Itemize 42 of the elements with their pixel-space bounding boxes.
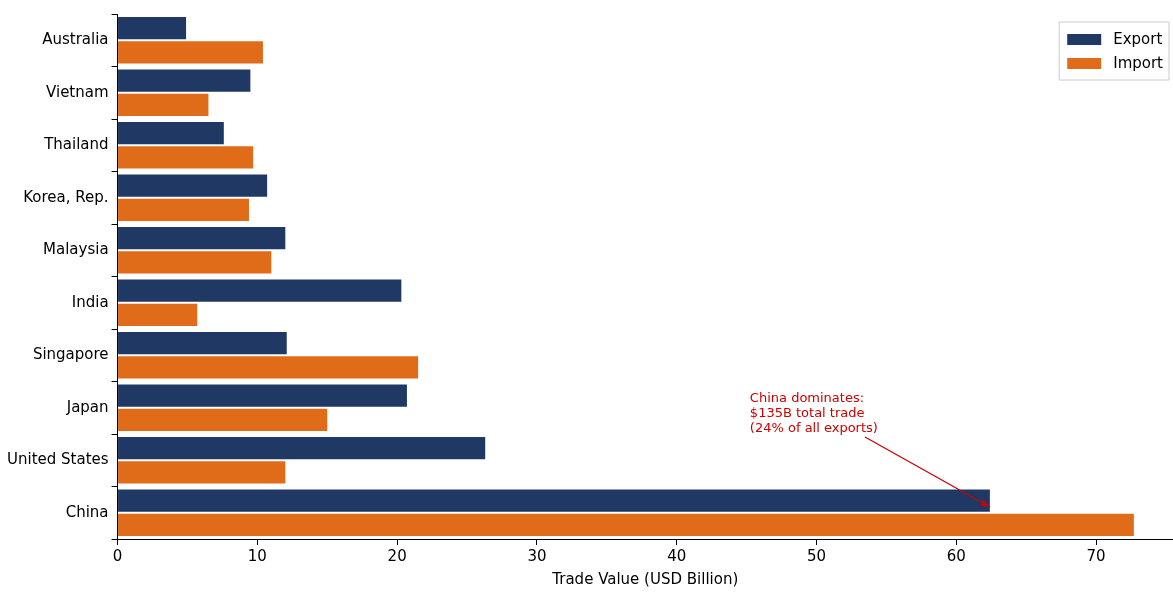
bar bbox=[118, 227, 286, 250]
bar bbox=[118, 146, 254, 169]
bar bbox=[118, 17, 187, 40]
x-tick-label: 20 bbox=[387, 546, 407, 565]
bar bbox=[118, 437, 486, 460]
bar bbox=[118, 461, 286, 484]
bar bbox=[118, 41, 263, 64]
y-tick-label: Japan bbox=[65, 397, 109, 416]
bar bbox=[118, 489, 990, 512]
bar bbox=[118, 251, 272, 274]
bar bbox=[118, 303, 198, 326]
x-tick-label: 0 bbox=[112, 546, 123, 565]
bar bbox=[118, 174, 268, 197]
bar bbox=[118, 513, 1134, 536]
annotation: China dominates: $135B total trade (24% of all exports) bbox=[749, 389, 878, 435]
y-tick-label: Thailand bbox=[43, 135, 109, 154]
bar bbox=[118, 69, 251, 92]
legend-label: Export bbox=[1113, 29, 1163, 48]
x-tick-label: 70 bbox=[1086, 546, 1106, 565]
y-tick-label: Malaysia bbox=[43, 240, 109, 259]
x-tick-label: 30 bbox=[527, 546, 547, 565]
y-tick-label: India bbox=[71, 292, 109, 311]
bar bbox=[118, 384, 407, 407]
y-tick-label: Vietnam bbox=[46, 82, 109, 101]
x-tick-label: 50 bbox=[806, 546, 827, 565]
legend-label: Import bbox=[1113, 53, 1164, 72]
x-axis-title: Trade Value (USD Billion) bbox=[551, 569, 739, 588]
y-tick-label: United States bbox=[6, 450, 109, 469]
bar bbox=[118, 93, 209, 116]
x-tick-label: 10 bbox=[247, 546, 267, 565]
y-tick-label: China bbox=[65, 502, 109, 521]
y-tick-label: Australia bbox=[42, 30, 109, 49]
bar bbox=[118, 198, 249, 221]
bar bbox=[118, 279, 402, 302]
bar bbox=[118, 332, 287, 355]
x-tick-label: 40 bbox=[667, 546, 687, 565]
bar bbox=[118, 122, 224, 145]
y-tick-label: Korea, Rep. bbox=[23, 187, 109, 206]
x-tick-label: 60 bbox=[946, 546, 966, 565]
y-tick-label: Singapore bbox=[32, 345, 109, 364]
bar bbox=[118, 356, 419, 379]
bar bbox=[118, 408, 328, 431]
